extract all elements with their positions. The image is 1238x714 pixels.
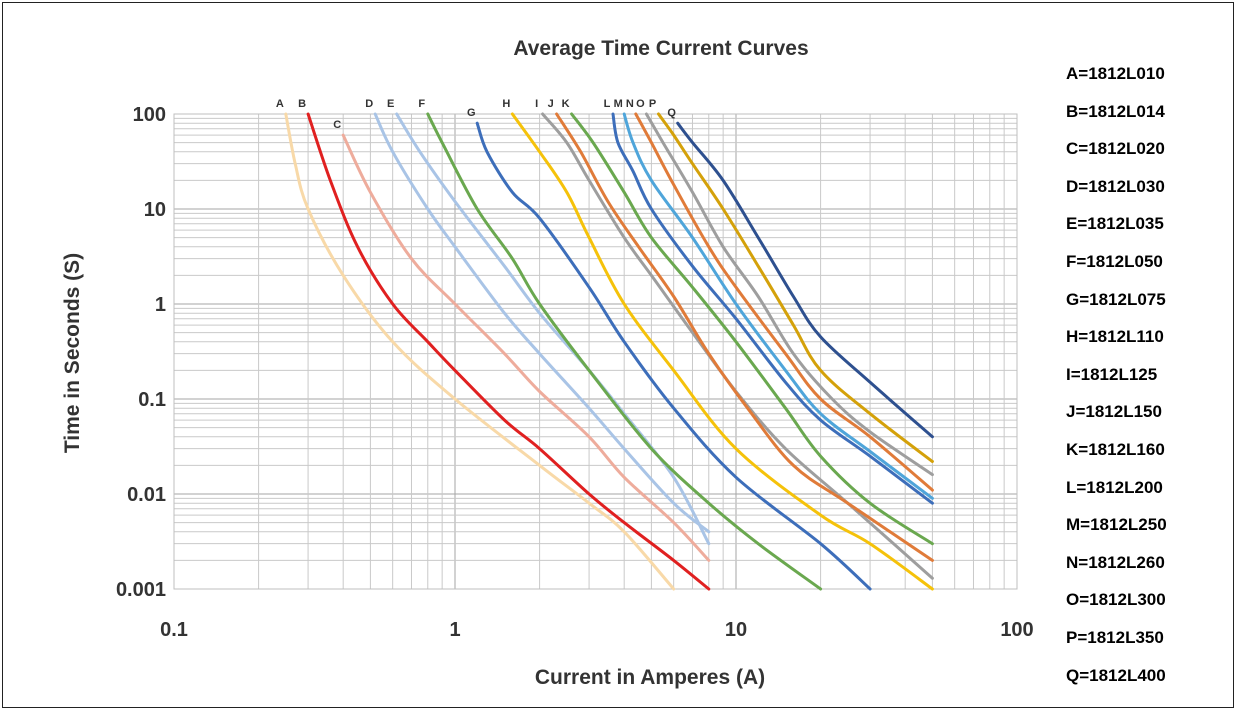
y-tick-label: 0.001	[116, 579, 166, 601]
series-line-n	[634, 112, 934, 492]
series-lines	[284, 112, 934, 591]
series-line-k	[570, 112, 934, 546]
series-line-m	[622, 112, 934, 500]
curve-label-b: B	[298, 98, 306, 110]
y-tick-label: 0.01	[127, 484, 166, 506]
series-line-j	[555, 112, 934, 562]
curve-label-o: O	[636, 98, 645, 110]
curve-label-e: E	[387, 98, 394, 110]
y-tick-label: 1	[155, 294, 166, 316]
series-line-o	[644, 112, 934, 477]
legend-entry: L=1812L200	[1066, 477, 1163, 497]
chart-svg: Average Time Current Curves 100 10 1 0.1 0.0…	[61, 37, 1034, 689]
series-line-a	[284, 112, 676, 591]
curve-label-c: C	[333, 119, 341, 131]
series-line-c	[341, 133, 711, 562]
series-line-b	[306, 112, 711, 591]
y-tick-label: 0.1	[138, 389, 166, 411]
legend-entry: C=1812L020	[1066, 139, 1165, 159]
curve-letter-labels: A B C D E F G H I J K L M N O PQ	[276, 98, 677, 131]
series-line-h	[510, 112, 934, 591]
curve-label-k: K	[562, 98, 570, 110]
legend-entry: N=1812L260	[1066, 552, 1165, 572]
y-axis-label: Time in Seconds (S)	[61, 253, 84, 453]
y-tick-label: 10	[144, 199, 166, 221]
curve-label-f: F	[418, 98, 425, 110]
legend: A=1812L010 B=1812L014 C=1812L020 D=1812L030…	[1066, 62, 1231, 701]
chart-title: Average Time Current Curves	[513, 37, 808, 60]
series-line-e	[395, 112, 711, 546]
series-line-q	[676, 121, 934, 439]
curve-label-n: N	[626, 98, 634, 110]
curve-label-g: G	[467, 107, 476, 119]
series-line-f	[426, 112, 823, 591]
legend-entry: A=1812L010	[1066, 64, 1165, 83]
curve-label-j: J	[548, 98, 554, 110]
legend-entry: G=1812L075	[1066, 289, 1166, 309]
series-line-p	[657, 112, 934, 463]
x-axis-label: Current in Amperes (A)	[535, 666, 765, 689]
curve-label-h: H	[502, 98, 510, 110]
curve-label-q: Q	[667, 107, 676, 119]
series-line-d	[373, 112, 711, 534]
legend-entry: B=1812L014	[1066, 101, 1165, 121]
legend-entry: O=1812L300	[1066, 590, 1166, 610]
plot-area-border	[173, 113, 1018, 590]
series-line-g	[475, 121, 872, 591]
legend-entry: D=1812L030	[1066, 176, 1165, 196]
curve-label-d: D	[365, 98, 373, 110]
legend-entry: P=1812L350	[1066, 627, 1164, 647]
series-line-i	[541, 112, 934, 580]
legend-entry: H=1812L110	[1066, 327, 1164, 347]
series-line-l	[611, 112, 934, 505]
curve-label-i: I	[535, 98, 538, 110]
legend-entry: M=1812L250	[1066, 515, 1167, 535]
legend-entry: Q=1812L400	[1066, 665, 1166, 685]
curve-label-p: P	[649, 98, 656, 110]
curve-label-a: A	[276, 98, 284, 110]
x-axis-ticks: 0.1 1 10 100	[160, 619, 1034, 641]
x-tick-label: 10	[725, 619, 747, 641]
legend-entry: J=1812L150	[1066, 402, 1162, 422]
legend-entry: F=1812L050	[1066, 251, 1163, 271]
x-tick-label: 100	[1000, 619, 1033, 641]
y-tick-label: 100	[133, 104, 166, 126]
legend-entry: K=1812L160	[1066, 439, 1165, 459]
curve-label-m: M	[614, 98, 623, 110]
legend-entry: I=1812L125	[1066, 364, 1158, 384]
legend-entry: E=1812L035	[1066, 214, 1164, 234]
x-tick-label: 0.1	[160, 619, 188, 641]
curve-label-l: L	[604, 98, 611, 110]
y-axis-ticks: 100 10 1 0.1 0.01 0.001	[116, 104, 166, 601]
x-tick-label: 1	[449, 619, 460, 641]
